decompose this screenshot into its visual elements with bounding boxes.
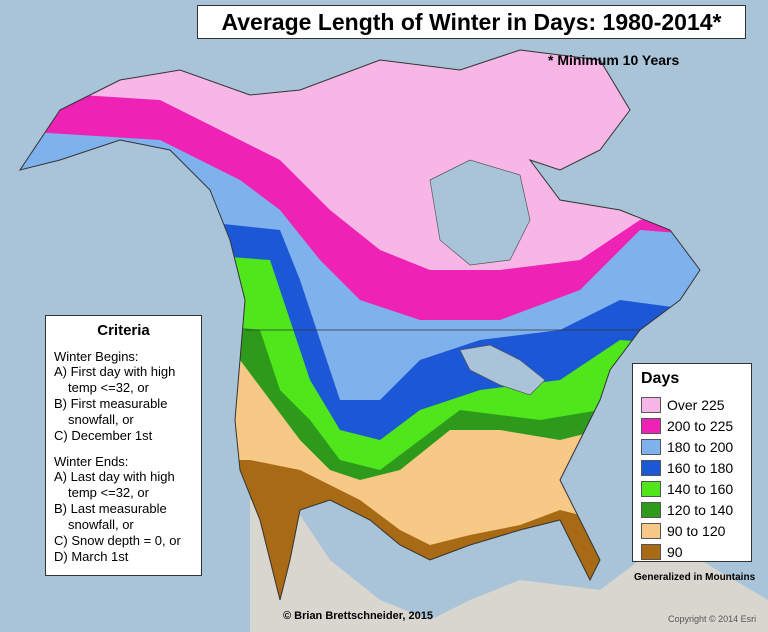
legend-swatch [641, 417, 661, 434]
note: * Minimum 10 Years [548, 52, 680, 68]
criteria-section: Winter Ends: A) Last day with high temp <… [54, 454, 193, 565]
legend-entry: 90 to 120 [641, 520, 743, 541]
legend-label: 200 to 225 [667, 417, 734, 434]
criteria-item: C) Snow depth = 0, or [54, 533, 181, 548]
legend-title: Days [641, 370, 680, 387]
legend-swatch [641, 543, 661, 560]
legend-entry: Over 225 [641, 394, 743, 415]
legend-swatch [641, 459, 661, 476]
legend-label: 140 to 160 [667, 480, 734, 497]
hudson-bay [429, 159, 531, 266]
criteria-item: B) Last measurable snowfall, or [54, 501, 167, 532]
criteria-title: Criteria [97, 322, 150, 339]
legend-entry: 160 to 180 [641, 457, 743, 478]
legend-entry: 180 to 200 [641, 436, 743, 457]
criteria-item: B) First measurable snowfall, or [54, 396, 168, 427]
copyright: Copyright © 2014 Esri [668, 614, 757, 624]
legend: Days Over 225 200 to 225 180 to 200 160 to … [632, 363, 752, 562]
criteria-item: A) First day with high temp <=32, or [54, 364, 176, 395]
legend-entry: 120 to 140 [641, 499, 743, 520]
legend-swatch [641, 438, 661, 455]
great-lakes [459, 344, 546, 396]
coastline [18, 49, 701, 601]
credit: © Brian Brettschneider, 2015 [283, 610, 433, 622]
legend-swatch [641, 480, 661, 497]
legend-label: 160 to 180 [667, 459, 734, 476]
criteria-box: Criteria Winter Begins: A) First day with… [45, 315, 202, 576]
legend-swatch [641, 396, 661, 413]
legend-swatch [641, 522, 661, 539]
section-heading: Winter Ends: [54, 454, 129, 469]
land-south [250, 500, 768, 632]
legend-label: 180 to 200 [667, 438, 734, 455]
legend-label: 90 to 120 [667, 522, 726, 539]
legend-label: Over 225 [667, 396, 725, 413]
legend-entry: 140 to 160 [641, 478, 743, 499]
legend-label: 120 to 140 [667, 501, 734, 518]
criteria-item: C) December 1st [54, 428, 153, 443]
footnote: Generalized in Mountains [634, 572, 756, 583]
criteria-item: D) March 1st [54, 549, 129, 564]
section-heading: Winter Begins: [54, 349, 139, 364]
legend-entry: 200 to 225 [641, 415, 743, 436]
legend-entry: 90 [641, 541, 743, 562]
title: Average Length of Winter in Days: 1980-2… [197, 5, 746, 39]
criteria-section: Winter Begins: A) First day with high tem… [54, 349, 193, 444]
legend-label: 90 [667, 543, 683, 560]
legend-swatch [641, 501, 661, 518]
criteria-item: A) Last day with high temp <=32, or [54, 469, 175, 500]
